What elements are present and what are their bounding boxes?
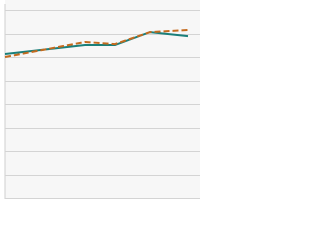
chart [4,0,200,199]
series-line [4,28,189,58]
plot-background [5,0,200,199]
